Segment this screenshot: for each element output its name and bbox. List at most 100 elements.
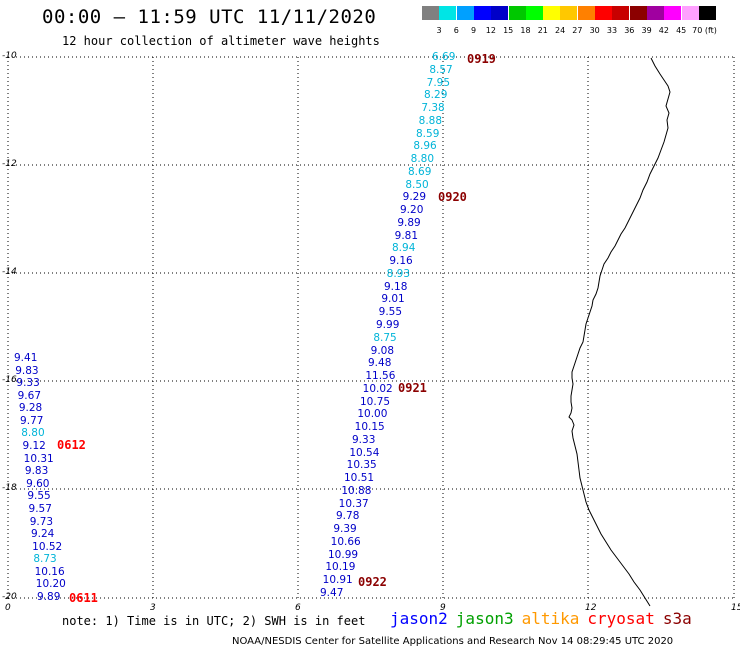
satellite-legend: jason2 jason3 altika cryosat s3a (390, 609, 692, 628)
scale-swatch (646, 6, 664, 20)
track1-value: 9.48 (368, 357, 392, 370)
legend-cryosat: cryosat (587, 609, 655, 628)
scale-swatch (698, 6, 716, 20)
track1-value: 10.54 (349, 446, 380, 459)
x-tick-label: 9 (440, 603, 446, 613)
track2-value: 10.20 (35, 578, 66, 591)
track1-value: 9.89 (397, 216, 421, 229)
track2-value: 9.60 (26, 477, 50, 490)
footer-credit: NOAA/NESDIS Center for Satellite Applica… (232, 636, 674, 647)
track1-value: 9.55 (378, 306, 403, 319)
track1-value: 10.00 (357, 408, 388, 421)
track2-value: 9.73 (29, 515, 54, 528)
track1-value: 10.66 (330, 535, 361, 548)
scale-label: 70 (ft) (692, 26, 717, 35)
track1-value: 10.99 (328, 548, 359, 561)
track2-value: 9.12 (22, 440, 46, 453)
scale-swatch (456, 6, 474, 20)
track1-value: 9.99 (376, 319, 400, 331)
scale-swatch (439, 6, 457, 20)
scale-label: 36 (624, 26, 635, 35)
scale-swatch (525, 6, 543, 20)
page-subtitle: 12 hour collection of altimeter wave hei… (62, 34, 380, 48)
scale-label: 6 (453, 26, 459, 35)
track1-value: 8.96 (413, 140, 437, 153)
y-tick-label: -18 (2, 483, 17, 493)
page-title: 00:00 – 11:59 UTC 11/11/2020 (42, 6, 377, 28)
x-tick-label: 15 (731, 603, 740, 613)
track1-value: 9.08 (370, 344, 395, 357)
track2-value: 10.31 (23, 452, 54, 465)
track1-value: 8.69 (408, 165, 432, 178)
x-tick-label: 6 (295, 603, 301, 613)
track1-value: 9.18 (384, 280, 408, 293)
track2-value: 9.83 (24, 465, 49, 478)
scale-swatch (577, 6, 595, 20)
track1-value: 9.47 (320, 587, 344, 599)
track2-value: 10.16 (34, 565, 65, 578)
track2-value: 8.73 (33, 553, 57, 566)
track1-value: 10.15 (354, 421, 385, 434)
scale-label: 21 (537, 26, 548, 35)
time-label-0612: 0612 (57, 438, 86, 452)
track1-value: 9.33 (352, 433, 376, 446)
track1-value: 9.39 (333, 523, 357, 536)
track1-value: 10.37 (338, 497, 369, 510)
track1-value: 8.94 (392, 242, 416, 255)
scale-swatch (595, 6, 612, 20)
track2-value: 9.55 (27, 490, 51, 503)
track1-value: 8.75 (373, 331, 397, 344)
coastline (568, 57, 671, 607)
track1-value: 8.80 (410, 153, 435, 166)
track1-value: 11.56 (365, 370, 396, 383)
lat-lon-grid (7, 56, 735, 599)
track2-value: 10.52 (32, 540, 63, 553)
track2-value: 9.41 (14, 352, 38, 364)
scale-label: 3 (436, 26, 442, 35)
legend-jason3: jason3 (455, 609, 514, 628)
x-tick-label: 0 (5, 603, 11, 613)
track1-value: 8.57 (429, 63, 453, 76)
scale-label: 45 (676, 26, 687, 35)
track1-value: 8.93 (386, 267, 411, 280)
track1-value: 8.50 (405, 178, 429, 191)
scale-label: 12 (485, 26, 496, 35)
track1-value: 10.19 (325, 561, 356, 574)
scale-swatch (629, 6, 647, 20)
track2-value: 9.57 (28, 502, 52, 515)
track1-value: 10.88 (341, 484, 372, 497)
scale-swatch (543, 6, 561, 20)
scale-label: 27 (572, 26, 583, 35)
track1-value: 10.91 (322, 574, 353, 587)
scale-label: 24 (555, 26, 566, 35)
track1-value: 8.59 (416, 127, 440, 140)
track2-value: 9.33 (16, 377, 40, 390)
y-tick-label: -16 (2, 375, 17, 385)
track1-value: 9.16 (389, 255, 413, 268)
time-label-0921: 0921 (398, 381, 427, 395)
track2-value: 9.77 (20, 414, 44, 427)
note-text: note: 1) Time is in UTC; 2) SWH is in fe… (62, 614, 366, 628)
y-tick-label: -20 (2, 592, 17, 602)
track2-value: 9.67 (17, 389, 42, 402)
scale-swatch (508, 6, 526, 20)
track2-value: 9.28 (18, 402, 43, 415)
x-tick-label: 12 (585, 603, 597, 613)
track1-value: 6.69 (432, 51, 456, 63)
scale-swatch (422, 6, 439, 20)
track2-value: 8.80 (21, 427, 45, 440)
y-tick-label: -14 (2, 267, 17, 277)
track2-value: 9.89 (37, 591, 61, 603)
track1-value: 10.35 (346, 459, 377, 472)
track1-value: 10.51 (344, 472, 375, 485)
scale-swatch (612, 6, 630, 20)
scale-swatch (681, 6, 699, 20)
scale-swatch (560, 6, 578, 20)
legend-altika: altika (521, 609, 580, 628)
scale-label: 33 (606, 26, 618, 35)
track1-value: 9.29 (402, 191, 427, 204)
scale-label: 39 (641, 26, 652, 35)
y-tick-label: -10 (2, 51, 17, 61)
y-tick-label: -12 (2, 159, 17, 169)
time-label-0920: 0920 (438, 190, 467, 204)
